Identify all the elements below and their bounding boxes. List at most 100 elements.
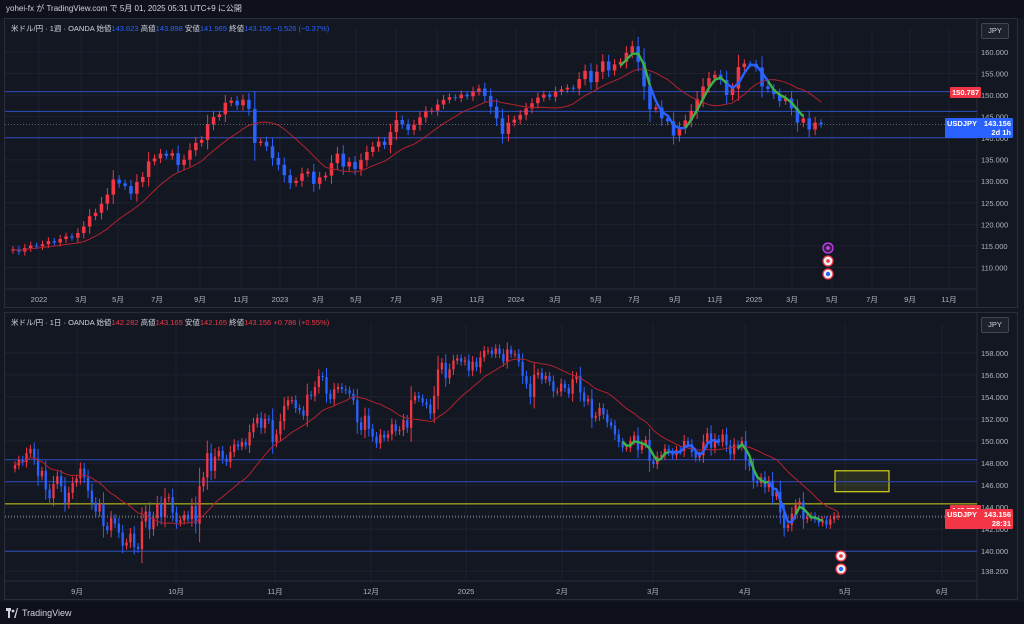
candle-body (279, 421, 282, 435)
weekly-level-tag: 150.787 (950, 86, 982, 98)
candle-body (94, 502, 97, 512)
weekly-legend: 米ドル/円 · 1週 · OANDA 始値143.623 高値143.898 安… (11, 23, 329, 34)
candle-body (356, 400, 359, 423)
candle-body (571, 379, 574, 394)
candle-body (766, 86, 770, 89)
candle-body (117, 179, 121, 184)
candle-body (386, 434, 390, 438)
y-tick-label: 150.000 (981, 437, 1008, 446)
candle-body (524, 108, 528, 115)
candle-body (283, 405, 286, 422)
candle-body (323, 175, 328, 178)
candle-body (729, 445, 732, 455)
candle-body (271, 420, 274, 443)
candle-body (247, 99, 251, 109)
daily-chart-panel[interactable]: 158.000 156.000 154.000 152.000 150.000 148.0… (4, 312, 1018, 600)
y-tick-label: 140.000 (981, 547, 1008, 556)
candle-body (379, 434, 382, 444)
daily-high-label: 高値 (140, 318, 156, 327)
candle-body (163, 498, 167, 518)
candle-body (736, 444, 740, 447)
tradingview-logo-icon (6, 608, 18, 618)
wave-curve (767, 481, 797, 524)
candle-body (375, 436, 378, 444)
candle-body (807, 118, 811, 130)
candle-body (202, 477, 205, 487)
daily-open: 142.282 (111, 318, 139, 327)
candle-body (190, 506, 194, 520)
weekly-currency-button[interactable]: JPY (981, 23, 1009, 39)
candle-body (344, 389, 347, 391)
candle-body (467, 360, 470, 371)
candle-body (176, 153, 180, 165)
wave-curve (619, 52, 652, 87)
x-tick-label: 11月 (233, 295, 248, 304)
x-tick-label: 3月 (549, 295, 561, 304)
weekly-high-label: 高値 (140, 24, 156, 33)
x-tick-label: 7月 (628, 295, 640, 304)
candle-body (633, 435, 636, 442)
candle-body (425, 402, 428, 405)
candle-body (267, 418, 270, 421)
weekly-price-tag-countdown: 2d 1h (991, 127, 1011, 137)
daily-currency-button[interactable]: JPY (981, 317, 1009, 333)
candle-body (312, 171, 316, 184)
candle-body (665, 118, 670, 122)
wave-curve (794, 505, 824, 522)
candle-body (209, 453, 213, 471)
candle-body (590, 399, 594, 418)
candle-body (529, 383, 532, 397)
candle-body (394, 120, 399, 133)
wave-curve (668, 438, 720, 457)
candle-body (79, 468, 82, 479)
candle-body (471, 361, 474, 371)
candle-body (86, 477, 90, 491)
y-tick-label: 138.200 (981, 567, 1008, 576)
candle-body (341, 153, 346, 167)
daily-chart-canvas[interactable]: 158.000 156.000 154.000 152.000 150.000 148.0… (5, 313, 1017, 599)
candle-body (536, 97, 540, 104)
candle-body (388, 132, 393, 146)
candle-body (83, 468, 86, 478)
candle-body (99, 203, 104, 213)
candle-body (325, 377, 328, 394)
candle-body (183, 514, 186, 521)
candle-body (686, 441, 690, 445)
weekly-price-tag-symbol: USDJPY (947, 118, 978, 128)
weekly-chart-canvas[interactable]: 160.000 155.000 150.000 145.000 140.000 135.0… (5, 19, 1017, 307)
candle-body (256, 417, 259, 424)
candle-body (418, 117, 422, 125)
candle-body (253, 108, 257, 143)
moving-average-line (12, 68, 822, 251)
wave-curve (621, 440, 670, 462)
candle-body (300, 173, 304, 181)
candle-body (52, 484, 55, 499)
candle-body (182, 159, 186, 165)
candle-body (252, 423, 255, 433)
candle-body (82, 226, 86, 233)
x-tick-label: 10月 (168, 587, 184, 596)
candle-body (413, 395, 417, 401)
candle-body (783, 512, 786, 529)
candle-body (353, 161, 357, 170)
candle-body (567, 388, 570, 394)
candle-body (575, 375, 578, 380)
candle-body (772, 89, 776, 95)
y-tick-label: 110.000 (981, 263, 1008, 272)
weekly-chart-panel[interactable]: 160.000 155.000 150.000 145.000 140.000 135.0… (4, 18, 1018, 308)
candle-body (294, 180, 298, 183)
candle-body (701, 86, 705, 99)
candle-body (500, 118, 505, 134)
candle-body (240, 442, 244, 447)
y-tick-label: 130.000 (981, 177, 1008, 186)
candle-body (113, 518, 117, 524)
candle-body (213, 456, 217, 471)
us-flag-icon (822, 268, 834, 280)
wave-curve (737, 442, 770, 484)
candle-body (199, 139, 204, 143)
weekly-close: 143.156 (244, 24, 272, 33)
candle-body (70, 236, 74, 238)
candle-body (806, 517, 809, 520)
candle-body (63, 486, 67, 503)
x-tick-label: 3月 (786, 295, 798, 304)
